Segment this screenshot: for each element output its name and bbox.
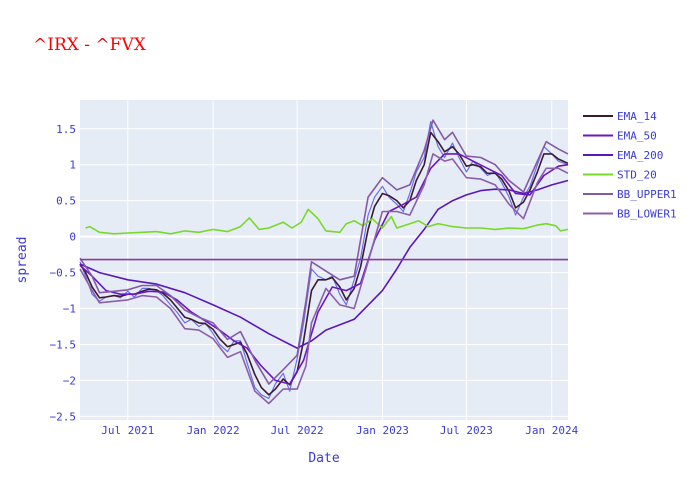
legend-item-ema-14[interactable]: EMA_14 [583,110,657,123]
y-tick-label: −2 [63,374,76,387]
y-tick-label: 0 [69,231,76,244]
y-axis-ticks: 1.5 1 0.5 0 −0.5 −1 −1.5 −2 −2.5 [50,123,77,424]
legend-label: BB_UPPER1 [617,188,677,201]
series-line-ema-50 [79,153,569,385]
series-line-bb-upper1 [79,119,569,385]
legend-item-std-20[interactable]: STD_20 [583,169,657,182]
series-line-ema-200 [79,179,569,349]
legend-label: EMA_50 [617,130,657,143]
y-axis-title: spread [15,237,30,284]
x-tick-label: Jan 2023 [356,424,409,437]
legend-item-bb-upper1[interactable]: BB_UPPER1 [583,188,677,201]
x-tick-label: Jul 2023 [440,424,493,437]
y-tick-label: −0.5 [50,267,77,280]
chart-title: ^IRX - ^FVX [33,35,147,55]
y-tick-label: 0.5 [56,195,76,208]
x-tick-label: Jan 2024 [525,424,578,437]
legend-item-ema-50[interactable]: EMA_50 [583,130,657,143]
x-tick-label: Jan 2022 [187,424,240,437]
legend-label: EMA_14 [617,110,657,123]
series-line-bb-lower1 [79,153,569,405]
series-lines [79,119,569,405]
series-line-spread [79,121,569,399]
x-axis-title: Date [308,451,339,466]
legend-item-bb-lower1[interactable]: BB_LOWER1 [583,208,677,221]
series-line-std-20 [85,208,569,235]
y-tick-label: 1 [69,159,76,172]
legend-label: EMA_200 [617,149,663,162]
legend: EMA_14 EMA_50 EMA_200 STD_20 BB_UPPER1 BB_LOW… [583,110,677,221]
legend-label: STD_20 [617,169,657,182]
y-tick-label: −1 [63,303,76,316]
x-tick-label: Jul 2021 [101,424,154,437]
y-tick-label: −2.5 [50,410,77,423]
legend-label: BB_LOWER1 [617,208,677,221]
legend-item-ema-200[interactable]: EMA_200 [583,149,663,162]
x-tick-label: Jul 2022 [271,424,324,437]
y-tick-label: 1.5 [56,123,76,136]
x-axis-ticks: Jul 2021 Jan 2022 Jul 2022 Jan 2023 Jul 2023… [101,424,578,437]
y-tick-label: −1.5 [50,338,77,351]
